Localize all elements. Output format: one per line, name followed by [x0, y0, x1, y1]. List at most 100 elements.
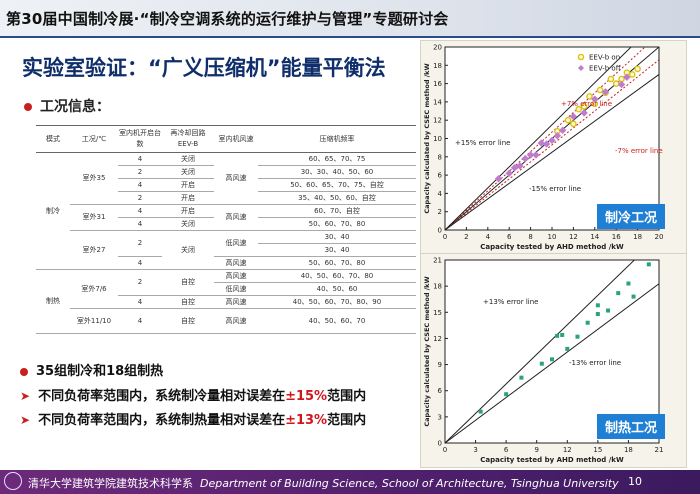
data-point — [519, 375, 524, 380]
y-tick-label: 9 — [438, 361, 442, 369]
x-axis-label: Capacity tested by AHD method /kW — [480, 456, 624, 464]
heating-chart-svg: 0 3 6 9 12 15 18 21 0 3 6 9 12 15 18 21 Capacity tested … — [423, 257, 663, 465]
fan-cell: 高风速 — [214, 269, 258, 283]
y-tick-label: 4 — [438, 190, 443, 198]
mode-cell: 制冷 — [36, 152, 70, 270]
indoor-cell: 2 — [118, 191, 162, 205]
data-point — [553, 132, 562, 140]
eev-cell: 关闭 — [162, 152, 214, 166]
fan-cell: 高风速 — [214, 152, 258, 205]
y-tick-label: 8 — [438, 153, 442, 161]
data-point — [646, 262, 651, 267]
fan-cell: 高风速 — [214, 295, 258, 309]
data-point — [607, 75, 615, 83]
fan-cell: 高风速 — [214, 308, 258, 334]
page-number: 10 — [628, 475, 642, 488]
y-tick-label: 0 — [438, 227, 442, 235]
section-label: 工况信息： — [24, 96, 110, 116]
minus-7-line — [445, 59, 659, 230]
table-row: 4 关闭 50、60、70、80 — [36, 217, 416, 231]
table-row: 2 关闭 30、30、40、50、60 — [36, 165, 416, 179]
data-point — [548, 136, 556, 145]
data-point — [601, 88, 610, 96]
fan-cell: 低风速 — [214, 282, 258, 296]
plus-7-line — [445, 47, 646, 230]
y-tick-label: 0 — [438, 440, 442, 448]
data-point — [494, 175, 503, 183]
plus-13-line — [445, 260, 636, 443]
data-point — [516, 162, 524, 170]
condition-cell: 室外27 — [70, 230, 118, 270]
slide-title: 实验室验证：“广义压缩机”能量平衡法 — [22, 56, 386, 80]
annotation: -15% error line — [529, 185, 581, 193]
data-point — [575, 334, 580, 339]
data-point — [575, 105, 583, 113]
y-tick-label: 10 — [433, 135, 442, 143]
freq-cell: 40、50、60、70、80 — [258, 269, 416, 283]
x-tick-label: 15 — [593, 446, 602, 454]
y-tick-label: 16 — [433, 80, 442, 88]
freq-cell: 30、30、40、50、60 — [258, 165, 416, 179]
y-tick-label: 2 — [438, 208, 442, 216]
data-point — [585, 320, 590, 325]
footer-text: 清华大学建筑学院建筑技术科学系 Department of Building S… — [28, 475, 619, 491]
data-point — [634, 65, 641, 73]
y-tick-label: 21 — [433, 257, 442, 265]
legend-label: EEV-b off — [589, 65, 621, 73]
legend-marker — [578, 65, 584, 71]
y-tick-label: 20 — [433, 44, 442, 52]
x-tick-label: 10 — [548, 233, 557, 241]
data-point — [631, 294, 636, 299]
y-tick-label: 6 — [438, 172, 443, 180]
eev-cell: 自控 — [162, 269, 214, 296]
header-indoor: 室内机开启台数 — [118, 125, 162, 153]
indoor-cell: 4 — [118, 256, 162, 270]
y-tick-label: 15 — [433, 309, 442, 317]
eev-cell: 自控 — [162, 308, 214, 334]
freq-cell: 30、40 — [258, 243, 416, 257]
header-fan: 室内机风速 — [214, 125, 258, 153]
data-point — [564, 116, 572, 124]
conditions-table: 模式 工况/℃ 室内机开启台数 再冷却回路EEV-B 室内机风速 压缩机频率 制… — [36, 125, 416, 345]
y-tick-label: 6 — [438, 387, 443, 395]
x-tick-label: 14 — [590, 233, 599, 241]
bullet-dot-icon — [20, 367, 28, 376]
y-tick-label: 12 — [433, 117, 442, 125]
y-tick-label: 3 — [438, 413, 442, 421]
legend-label: EEV-b on — [589, 54, 620, 62]
y-axis-label: Capacity calculated by CSEC method /kW — [423, 63, 431, 213]
error-lines — [445, 260, 659, 443]
bullet-highlight: ±15% — [285, 389, 328, 404]
eev-cell: 自控 — [162, 295, 214, 309]
y-tick-label: 18 — [433, 62, 442, 70]
header-eev: 再冷却回路EEV-B — [162, 125, 214, 153]
eev-cell: 开启 — [162, 191, 214, 205]
condition-cell: 室外31 — [70, 204, 118, 231]
indoor-cell: 2 — [118, 165, 162, 179]
data-point — [595, 303, 600, 308]
table-row: 4 高风速 50、60、70、80 — [36, 256, 416, 270]
data-point — [591, 95, 599, 103]
data-point — [526, 151, 535, 159]
data-point — [478, 409, 483, 414]
table-row: 低风速 40、50、60 — [36, 282, 416, 296]
header-bar: 第30届中国制冷展·“制冷空调系统的运行维护与管理”专题研讨会 — [0, 0, 700, 38]
eev-cell: 开启 — [162, 204, 214, 218]
x-tick-label: 4 — [486, 233, 491, 241]
eev-cell: 开启 — [162, 178, 214, 192]
x-tick-label: 3 — [473, 446, 477, 454]
table-row: 制热 室外7/6 2 自控 高风速 40、50、60、70、80 — [36, 269, 416, 334]
cooling-chart: 0 2 4 6 8 10 12 14 16 18 20 0 2 4 6 8 10 12 14 16 18 20 Capaci… — [420, 40, 687, 255]
y-axis-label: Capacity calculated by CSEC method /kW — [423, 276, 431, 426]
freq-cell: 40、50、60、70、80、90 — [258, 295, 416, 309]
x-tick-label: 6 — [507, 233, 512, 241]
freq-cell: 40、50、60 — [258, 282, 416, 296]
data-point — [521, 154, 529, 163]
annotation: +15% error line — [455, 139, 510, 147]
condition-cell: 室外11/10 — [70, 308, 118, 334]
table-row: 4 自控 高风速 40、50、60、70、80、90 — [36, 295, 416, 309]
data-point — [569, 112, 578, 121]
bullet-text-pre: 不同负荷率范围内，系统制冷量相对误差在 — [38, 389, 286, 404]
x-tick-label: 6 — [504, 446, 509, 454]
data-point — [550, 357, 554, 362]
